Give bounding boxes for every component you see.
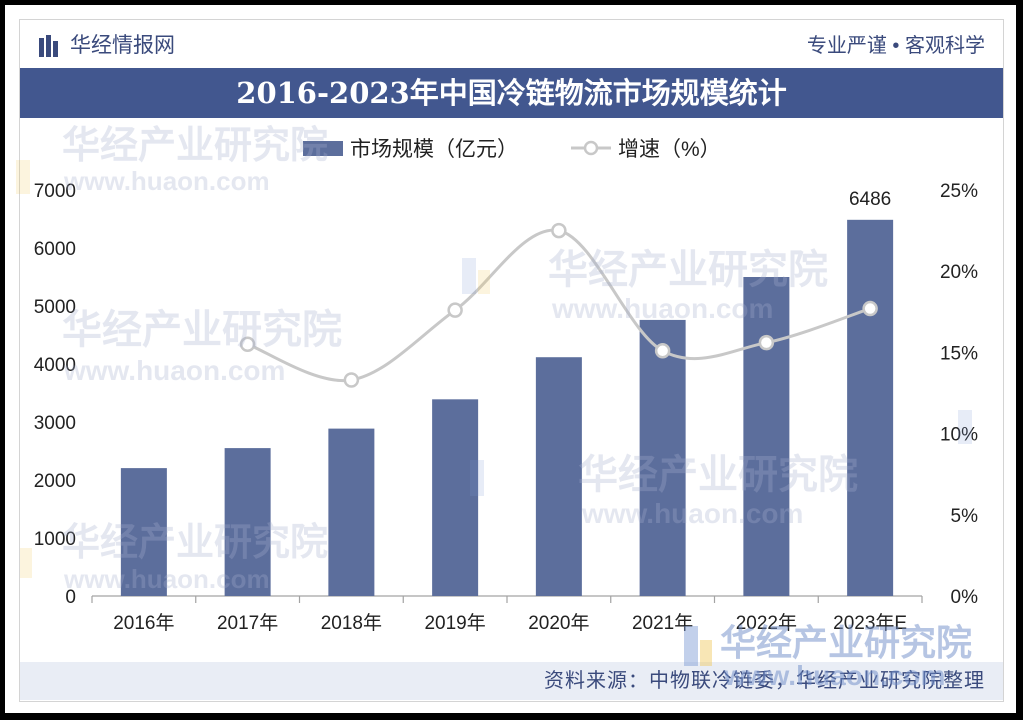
source-note: 资料来源：中物联冷链委，华经产业研究院整理: [544, 670, 985, 692]
brand-name: 华经情报网: [70, 34, 175, 57]
chart-title: 2016-2023年中国冷链物流市场规模统计: [236, 76, 787, 110]
header-slogan: 专业严谨 • 客观科学: [806, 35, 985, 57]
huajing-logo-icon: [39, 35, 58, 57]
title-bar: 2016-2023年中国冷链物流市场规模统计: [20, 68, 1003, 118]
footer-band: 资料来源：中物联冷链委，华经产业研究院整理: [20, 662, 1003, 700]
content-frame: [19, 19, 1004, 702]
